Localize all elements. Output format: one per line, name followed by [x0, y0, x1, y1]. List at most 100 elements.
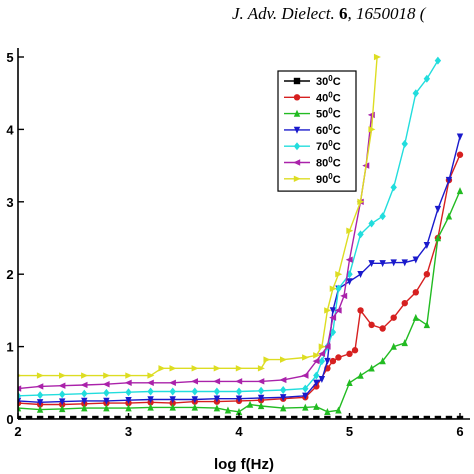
data-point-80c [257, 378, 265, 385]
data-point-40c [390, 314, 397, 321]
series-line-80c [18, 114, 373, 390]
legend-label: 300C [316, 74, 341, 88]
data-point-80c [329, 314, 337, 321]
series-50c [18, 187, 464, 415]
data-point-80c [334, 307, 342, 314]
data-point-70c [169, 387, 176, 396]
data-point-50c [313, 402, 320, 410]
data-point-70c [191, 387, 198, 396]
data-point-60c [379, 260, 386, 268]
data-point-50c [81, 404, 88, 412]
data-point-30c [158, 415, 165, 419]
data-point-70c [313, 371, 320, 380]
data-point-30c [103, 415, 110, 419]
legend-label: 500C [316, 107, 341, 121]
data-point-60c [390, 259, 397, 267]
journal-name: J. Adv. Dielect. [232, 4, 335, 23]
data-point-60c [147, 396, 154, 404]
data-point-70c [379, 212, 386, 221]
data-point-90c [318, 343, 326, 350]
data-point-90c [346, 227, 354, 234]
data-point-60c [302, 392, 309, 400]
legend-label: 600C [316, 123, 341, 137]
data-point-90c [36, 372, 44, 379]
data-point-70c [280, 386, 287, 395]
data-point-60c [368, 260, 375, 268]
data-point-30c [81, 415, 88, 419]
data-point-50c [235, 407, 243, 415]
series-70c [18, 56, 442, 400]
data-point-40c [412, 289, 419, 296]
data-point-70c [213, 387, 221, 396]
data-point-90c [357, 198, 365, 205]
data-point-80c [124, 379, 132, 386]
data-point-40c [401, 299, 408, 307]
data-point-60c [81, 397, 88, 405]
data-point-50c [125, 404, 132, 412]
data-point-80c [323, 343, 331, 350]
data-point-90c [313, 352, 321, 359]
data-point-90c [169, 365, 177, 372]
y-tick-label: 1 [6, 340, 13, 355]
data-point-50c [412, 313, 419, 321]
data-point-50c [335, 406, 342, 414]
series-line-60c [18, 136, 461, 404]
data-point-90c [302, 354, 310, 361]
data-point-60c [280, 394, 287, 402]
data-point-60c [357, 271, 364, 278]
data-point-30c [324, 415, 331, 419]
data-point-50c [213, 404, 221, 412]
data-point-70c [36, 391, 44, 400]
data-point-50c [368, 364, 375, 372]
data-point-60c [423, 242, 431, 250]
data-point-30c [147, 415, 154, 419]
data-point-70c [401, 139, 408, 148]
data-point-50c [401, 339, 408, 347]
data-point-80c [312, 357, 320, 365]
journal-header: J. Adv. Dielect. 6, 1650018 ( [232, 4, 426, 23]
series-layer [18, 53, 464, 419]
data-point-80c [191, 378, 198, 385]
data-point-60c [103, 397, 110, 405]
data-point-40c [423, 271, 431, 278]
data-point-50c [434, 234, 442, 242]
y-tick-label: 5 [6, 50, 13, 65]
legend-marker [293, 126, 301, 134]
data-point-80c [146, 379, 154, 386]
legend-entry-30c: 300C [284, 74, 341, 88]
data-point-90c [280, 356, 287, 363]
data-point-50c [103, 404, 110, 412]
series-line-50c [18, 190, 461, 413]
data-point-30c [268, 415, 276, 419]
data-point-80c [279, 376, 287, 384]
data-point-40c [351, 347, 359, 354]
data-point-90c [235, 365, 243, 372]
data-point-50c [169, 403, 176, 411]
data-point-30c [169, 415, 176, 419]
data-point-50c [456, 187, 464, 195]
data-point-80c [301, 372, 309, 379]
x-tick-label: 2 [14, 424, 21, 439]
y-tick-label: 0 [6, 412, 13, 427]
data-point-80c [36, 383, 44, 390]
data-point-30c [302, 415, 309, 419]
data-point-60c [401, 259, 408, 267]
data-point-50c [257, 402, 265, 410]
data-point-50c [147, 403, 154, 411]
legend-marker [293, 175, 301, 182]
legend-box [277, 70, 357, 192]
legend-label: 800C [316, 156, 341, 170]
data-point-30c [379, 415, 386, 419]
data-point-60c [59, 398, 66, 406]
data-point-90c [18, 373, 22, 378]
series-60c [18, 133, 464, 407]
data-point-50c [36, 405, 44, 413]
data-point-60c [125, 396, 132, 404]
data-point-60c [318, 375, 326, 383]
data-point-50c [246, 400, 254, 408]
data-point-90c [147, 372, 155, 379]
data-point-90c [257, 365, 265, 372]
data-point-90c [324, 307, 332, 314]
data-point-50c [357, 371, 364, 379]
